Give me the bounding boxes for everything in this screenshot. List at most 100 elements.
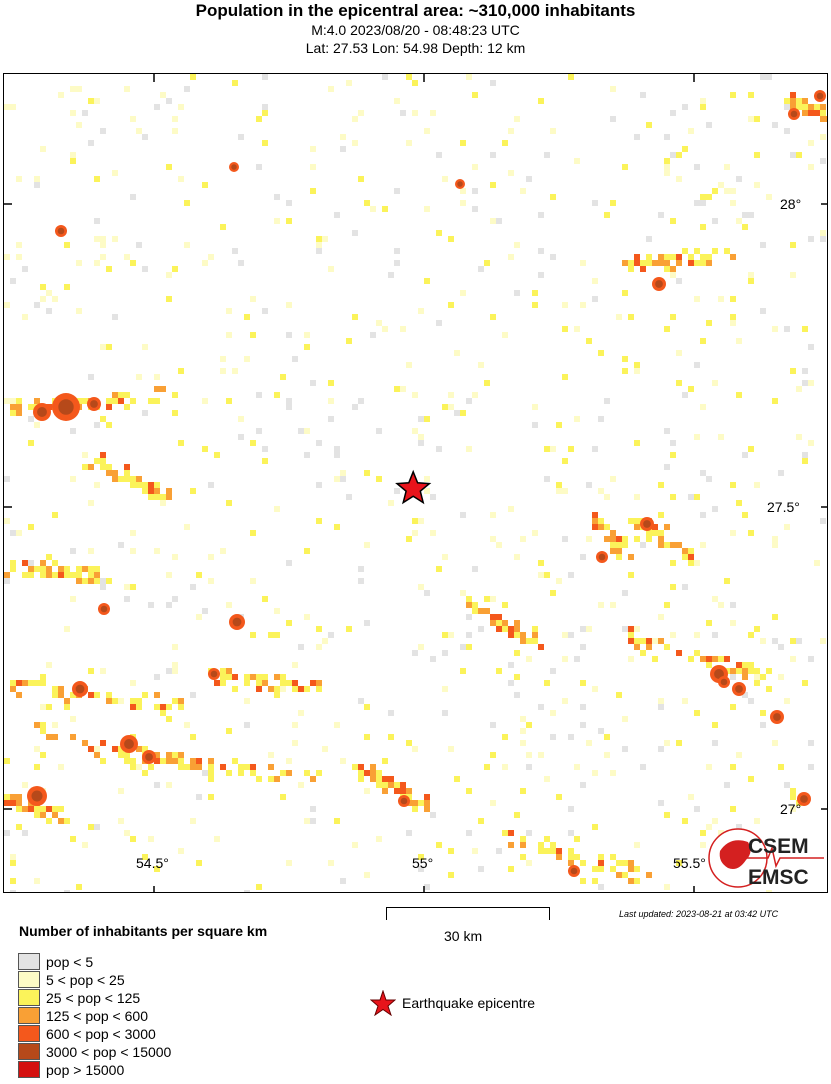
pop-cell xyxy=(412,806,418,812)
pop-cell xyxy=(106,464,112,470)
pop-cell xyxy=(316,236,322,242)
pop-cell xyxy=(16,242,22,248)
pop-cell xyxy=(208,794,214,800)
pop-cell xyxy=(514,650,520,656)
pop-cell xyxy=(304,428,310,434)
pop-cell xyxy=(562,656,568,662)
pop-cell xyxy=(400,782,406,788)
pop-cell xyxy=(322,746,328,752)
pop-cell xyxy=(634,494,640,500)
pop-cell xyxy=(802,326,808,332)
pop-cell xyxy=(460,188,466,194)
pop-cell xyxy=(94,566,100,572)
pop-cell xyxy=(712,380,718,386)
pop-cell xyxy=(676,350,682,356)
pop-cell xyxy=(286,332,292,338)
pop-cell xyxy=(514,674,520,680)
pop-cell xyxy=(634,524,640,530)
pop-cell xyxy=(748,278,754,284)
pop-cell xyxy=(634,536,640,542)
pop-cell xyxy=(526,764,532,770)
pop-cell xyxy=(730,620,736,626)
pop-cell xyxy=(598,416,604,422)
pop-cell xyxy=(100,344,106,350)
pop-cell xyxy=(670,314,676,320)
population-map[interactable]: 28° 27.5° 27° 54.5° 55° 55.5° xyxy=(3,73,828,893)
pop-cell xyxy=(82,464,88,470)
pop-cell xyxy=(742,452,748,458)
pop-cell xyxy=(4,830,10,836)
pop-cell xyxy=(676,740,682,746)
pop-cell xyxy=(628,266,634,272)
pop-cell xyxy=(10,398,16,404)
pop-cell xyxy=(730,530,736,536)
town-core xyxy=(714,669,724,679)
pop-cell xyxy=(256,884,262,890)
epicentre-star-icon[interactable] xyxy=(395,469,432,505)
pop-cell xyxy=(280,680,286,686)
pop-cell xyxy=(124,464,130,470)
pop-cell xyxy=(256,428,262,434)
pop-cell xyxy=(46,290,52,296)
pop-cell xyxy=(100,128,106,134)
pop-cell xyxy=(334,818,340,824)
pop-cell xyxy=(562,632,568,638)
pop-cell xyxy=(730,92,736,98)
pop-cell xyxy=(790,242,796,248)
pop-cell xyxy=(250,440,256,446)
pop-cell xyxy=(376,770,382,776)
pop-cell xyxy=(178,104,184,110)
pop-cell xyxy=(748,212,754,218)
pop-cell xyxy=(424,794,430,800)
pop-cell xyxy=(700,98,706,104)
pop-cell xyxy=(274,674,280,680)
pop-cell xyxy=(340,476,346,482)
pop-cell xyxy=(358,578,364,584)
pop-cell xyxy=(154,494,160,500)
pop-cell xyxy=(352,230,358,236)
pop-cell xyxy=(592,686,598,692)
pop-cell xyxy=(700,542,706,548)
pop-cell xyxy=(124,86,130,92)
town-core xyxy=(570,867,578,875)
pop-cell xyxy=(556,578,562,584)
pop-cell xyxy=(670,110,676,116)
pop-cell xyxy=(202,398,208,404)
svg-text:EMSC: EMSC xyxy=(748,866,809,889)
pop-cell xyxy=(634,260,640,266)
pop-cell xyxy=(34,398,40,404)
pop-cell xyxy=(736,824,742,830)
pop-cell xyxy=(418,518,424,524)
pop-cell xyxy=(418,800,424,806)
pop-cell xyxy=(64,704,70,710)
pop-cell xyxy=(4,476,10,482)
pop-cell xyxy=(616,548,622,554)
pop-cell xyxy=(10,878,16,884)
pop-cell xyxy=(712,740,718,746)
pop-cell xyxy=(358,698,364,704)
pop-cell xyxy=(166,758,172,764)
pop-cell xyxy=(592,446,598,452)
pop-cell xyxy=(106,266,112,272)
pop-cell xyxy=(238,434,244,440)
pop-cell xyxy=(796,434,802,440)
pop-cell xyxy=(154,692,160,698)
pop-cell xyxy=(178,176,184,182)
pop-cell xyxy=(706,764,712,770)
pop-cell xyxy=(130,476,136,482)
pop-cell xyxy=(184,722,190,728)
pop-cell xyxy=(316,770,322,776)
pop-cell xyxy=(106,698,112,704)
pop-cell xyxy=(418,866,424,872)
pop-cell xyxy=(712,248,718,254)
pop-cell xyxy=(10,686,16,692)
pop-cell xyxy=(70,836,76,842)
pop-cell xyxy=(40,296,46,302)
pop-cell xyxy=(616,314,622,320)
pop-cell xyxy=(580,302,586,308)
pop-cell xyxy=(310,806,316,812)
pop-cell xyxy=(442,176,448,182)
pop-cell xyxy=(718,602,724,608)
pop-cell xyxy=(142,746,148,752)
pop-cell xyxy=(82,740,88,746)
